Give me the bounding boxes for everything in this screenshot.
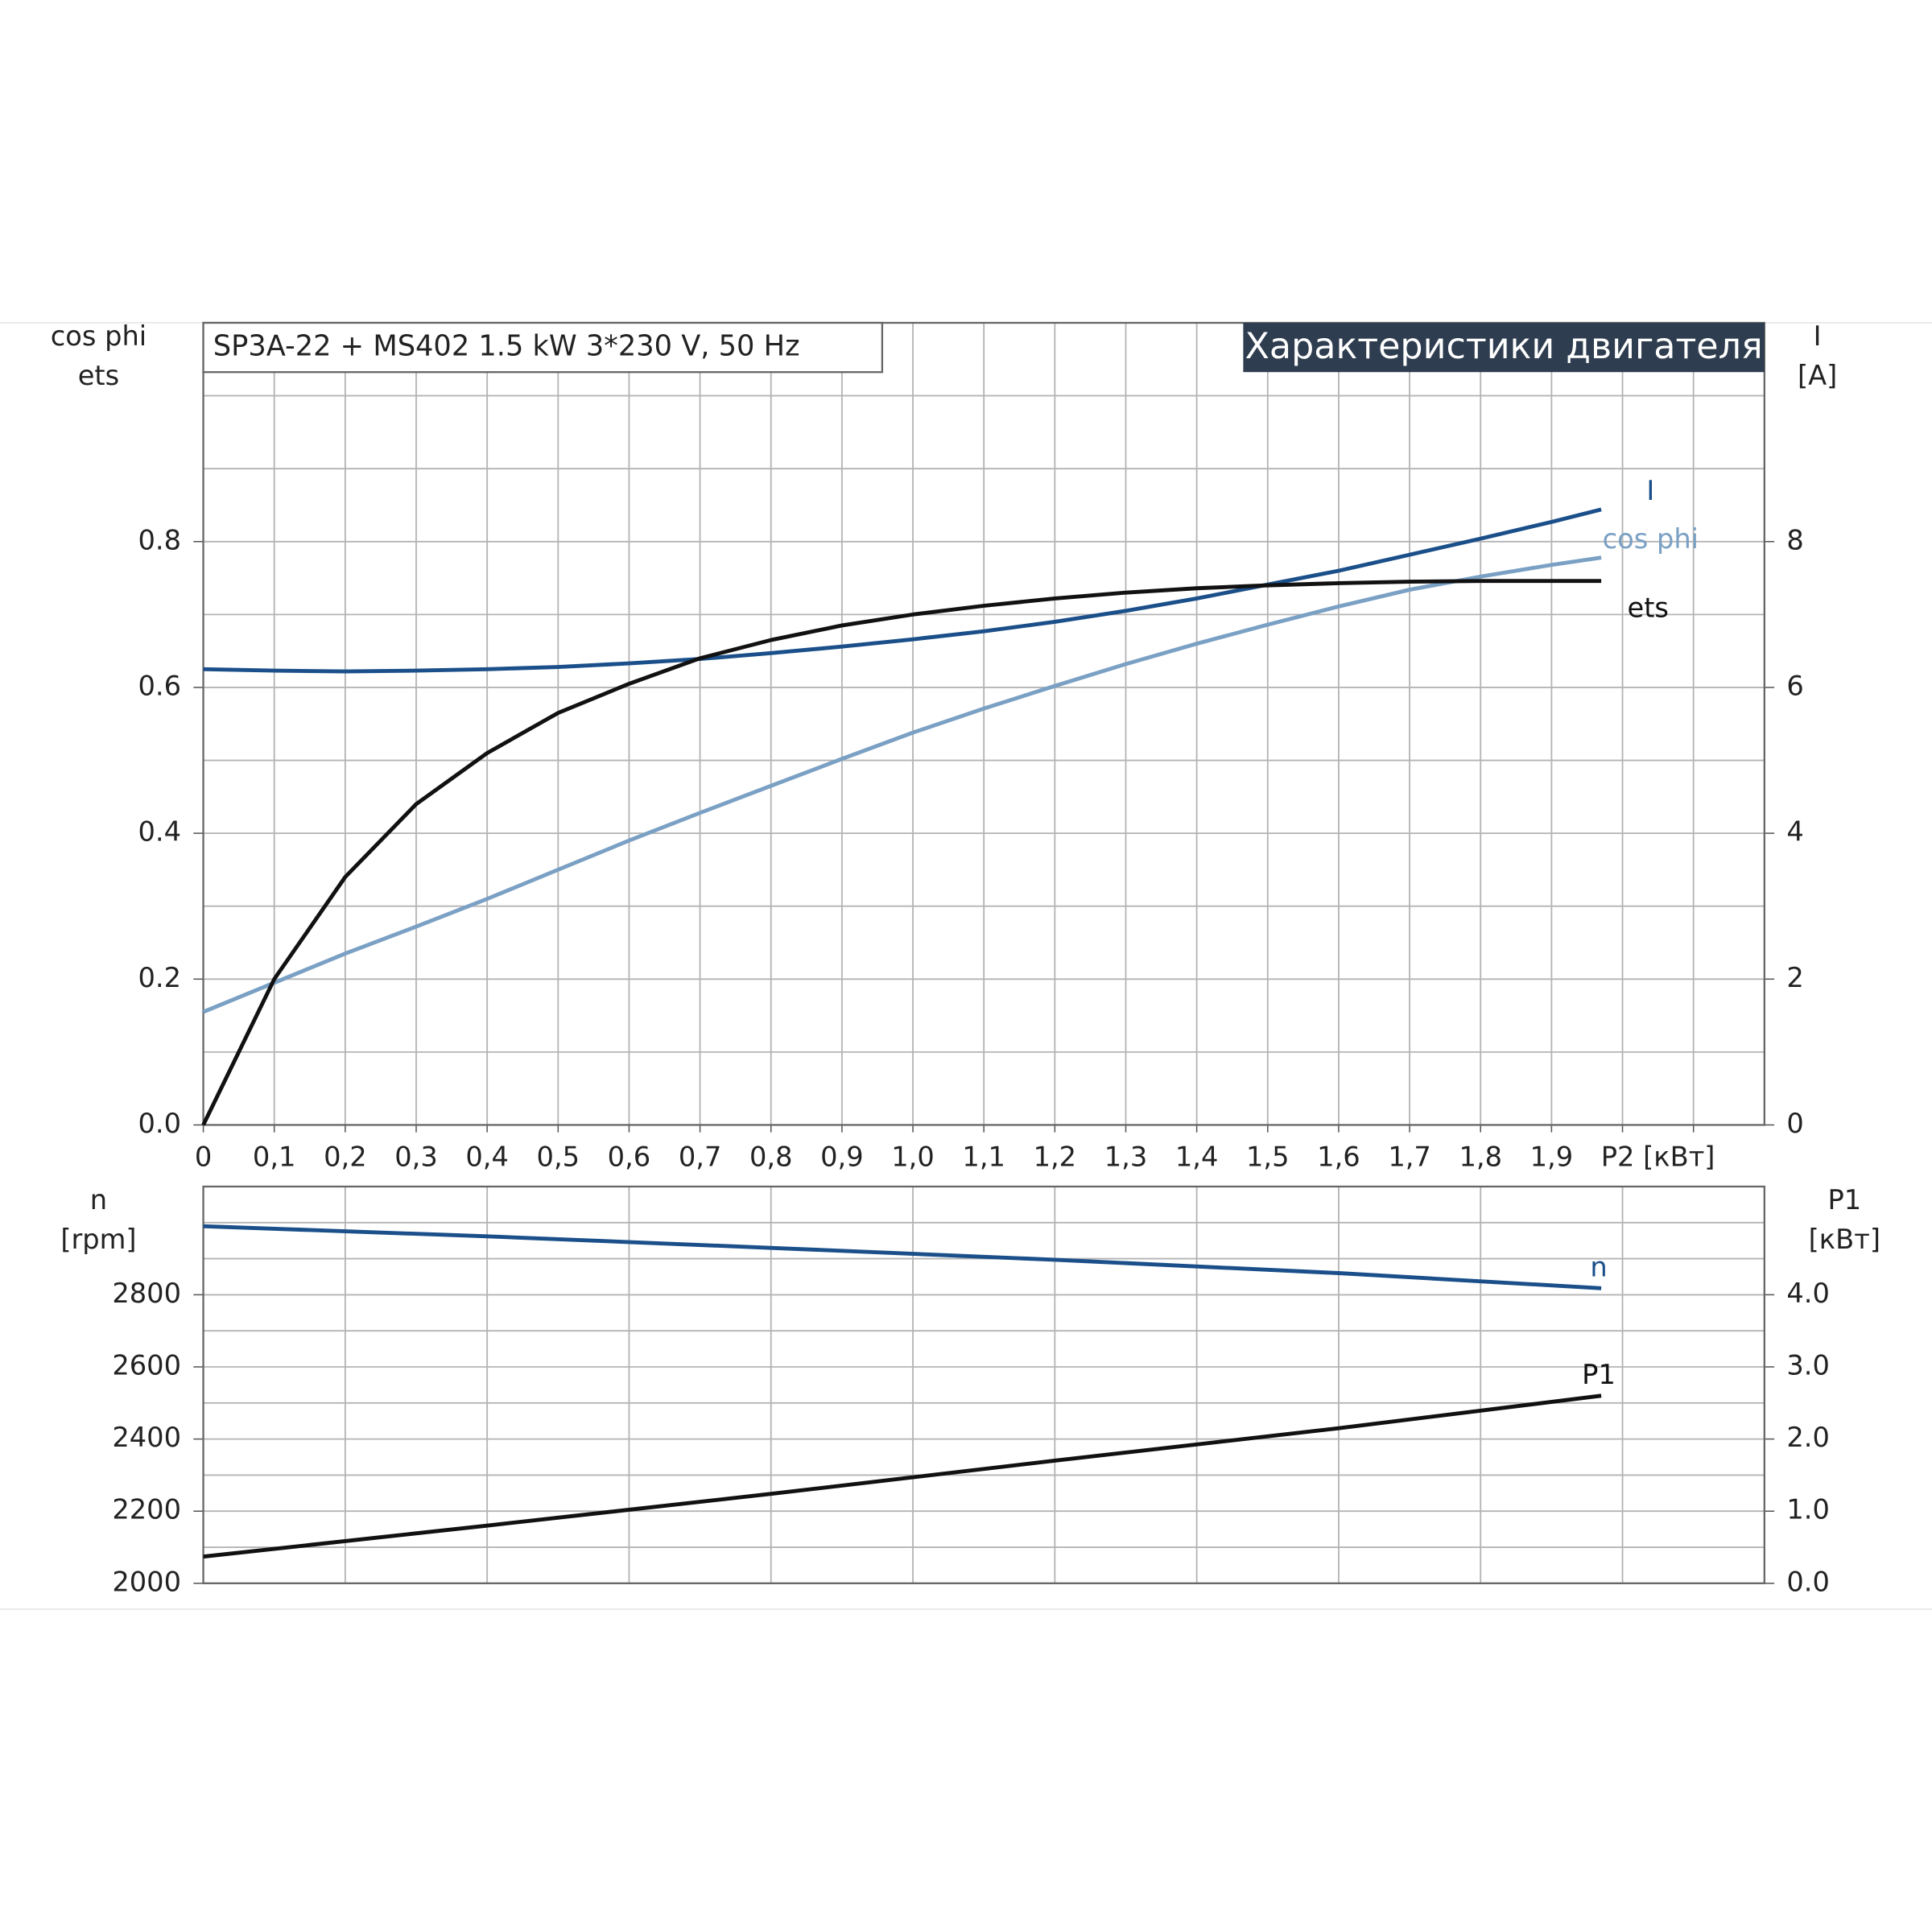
x-tick-label: 1,0 [891, 1141, 935, 1172]
x-tick-label: 0,1 [253, 1141, 296, 1172]
x-tick-label: 0,7 [679, 1141, 722, 1172]
series-label: ets [1628, 592, 1669, 623]
x-tick-label: 0,4 [465, 1141, 509, 1172]
series-line [203, 1393, 1602, 1559]
y-tick-label: 2000 [112, 1566, 181, 1597]
y-tick-label: 2200 [112, 1494, 181, 1525]
x-tick-label: 1,2 [1034, 1141, 1077, 1172]
series-label: P1 [1582, 1359, 1616, 1390]
header: Характеристики двигателя [1245, 326, 1763, 367]
y-tick-label: 2400 [112, 1422, 181, 1453]
y2-tick-label: 6 [1786, 670, 1803, 701]
y-tick-label: 2600 [112, 1350, 181, 1381]
x-tick-label: 0,2 [324, 1141, 367, 1172]
y-tick-label: 0.4 [138, 816, 181, 848]
y2-axis-label: I [1814, 320, 1822, 352]
x-tick-label: 1,7 [1388, 1141, 1431, 1172]
y2-tick-label: 0 [1786, 1108, 1803, 1139]
x-tick-label: 0,6 [608, 1141, 651, 1172]
series-line [203, 507, 1602, 674]
chart-title: SP3A-22 + MS402 1.5 kW 3*230 V, 50 Hz [213, 330, 800, 363]
y-axis-label: ets [78, 360, 119, 391]
y2-tick-label: 8 [1786, 524, 1803, 555]
y2-axis-label: P1 [1827, 1184, 1861, 1216]
y2-axis-label: [кВт] [1809, 1224, 1880, 1255]
y2-tick-label: 3.0 [1786, 1350, 1830, 1381]
y2-tick-label: 1.0 [1786, 1494, 1830, 1525]
x-tick-label: 0,9 [820, 1141, 864, 1172]
y-tick-label: 0.6 [138, 670, 181, 701]
y-tick-label: 2800 [112, 1278, 181, 1309]
x-tick-label: 1,9 [1530, 1141, 1574, 1172]
x-tick-label: 1,8 [1459, 1141, 1502, 1172]
series-line [201, 579, 1602, 1126]
y2-tick-label: 2.0 [1786, 1422, 1830, 1453]
y2-tick-label: 4 [1786, 816, 1803, 848]
y-axis-label: cos phi [51, 320, 147, 352]
x-tick-label: 1,5 [1246, 1141, 1290, 1172]
x-axis-label: P2 [кВт] [1601, 1141, 1715, 1172]
y-tick-label: 0.8 [138, 524, 181, 555]
title-box [202, 321, 884, 374]
y-tick-label: 0.2 [138, 962, 181, 993]
y2-axis-label: [A] [1798, 360, 1837, 391]
y2-tick-label: 4.0 [1786, 1278, 1830, 1309]
series-label: I [1646, 475, 1654, 506]
y-tick-label: 0.0 [138, 1108, 181, 1139]
series-line [203, 1224, 1602, 1290]
y2-tick-label: 2 [1786, 962, 1803, 993]
x-tick-label: 0,8 [749, 1141, 793, 1172]
y2-tick-label: 0.0 [1786, 1566, 1830, 1597]
x-tick-label: 1,4 [1175, 1141, 1219, 1172]
series-line [202, 555, 1602, 1014]
x-tick-label: 0,5 [537, 1141, 580, 1172]
y-axis-label: n [90, 1184, 107, 1216]
x-tick-label: 1,1 [962, 1141, 1005, 1172]
plot-frame [202, 321, 1765, 1126]
series-label: cos phi [1603, 523, 1699, 555]
x-tick-label: 0,3 [394, 1141, 438, 1172]
x-tick-label: 1,3 [1104, 1141, 1148, 1172]
x-tick-label: 1,6 [1317, 1141, 1360, 1172]
series-label: n [1590, 1251, 1607, 1282]
plot-frame [202, 1185, 1765, 1584]
header-box [1243, 323, 1765, 373]
x-tick-label: 0 [195, 1141, 212, 1172]
y-axis-label: [rpm] [60, 1224, 136, 1255]
